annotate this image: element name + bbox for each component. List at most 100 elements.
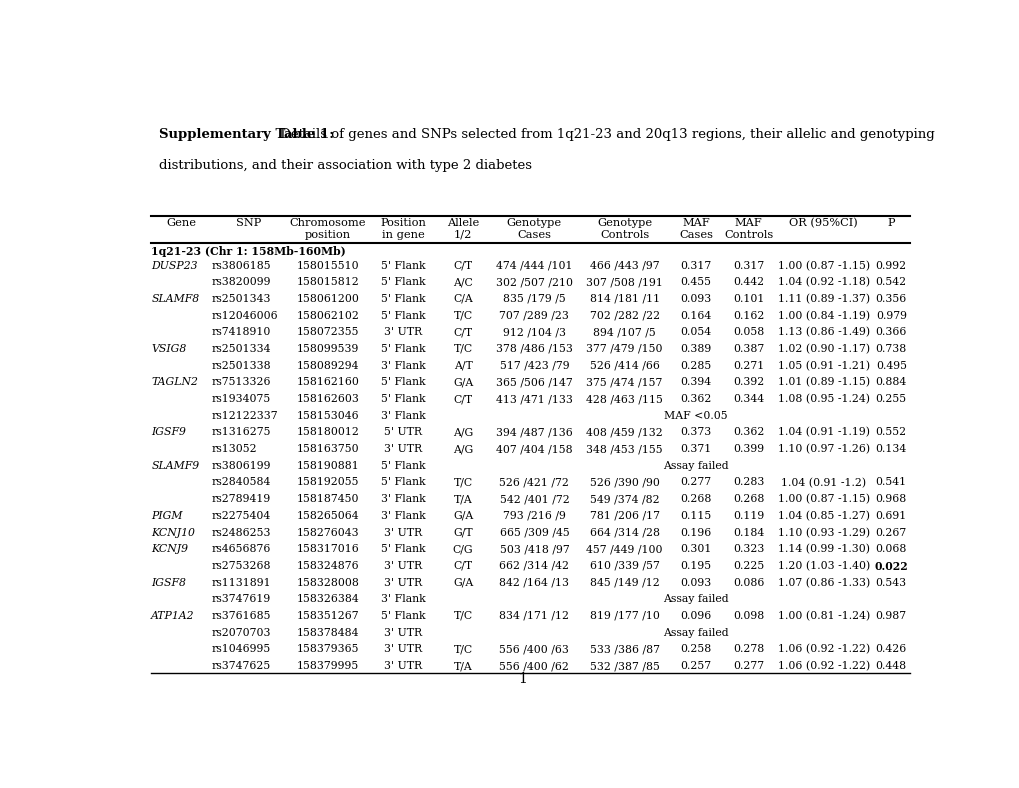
Text: T/A: T/A [453,661,472,671]
Text: 1.04 (0.85 -1.27): 1.04 (0.85 -1.27) [776,511,869,521]
Text: 5' Flank: 5' Flank [380,294,425,304]
Text: 1.11 (0.89 -1.37): 1.11 (0.89 -1.37) [776,294,869,304]
Text: 407 /404 /158: 407 /404 /158 [495,444,572,454]
Text: 0.543: 0.543 [875,578,906,588]
Text: 0.195: 0.195 [680,561,711,571]
Text: 845 /149 /12: 845 /149 /12 [589,578,659,588]
Text: TAGLN2: TAGLN2 [151,377,198,388]
Text: 3' UTR: 3' UTR [383,628,422,637]
Text: rs12046006: rs12046006 [211,310,277,321]
Text: 5' Flank: 5' Flank [380,261,425,270]
Text: 0.987: 0.987 [875,611,906,621]
Text: 1.00 (0.87 -1.15): 1.00 (0.87 -1.15) [776,261,869,271]
Text: 0.362: 0.362 [680,394,711,404]
Text: rs2501343: rs2501343 [211,294,271,304]
Text: 1.10 (0.97 -1.26): 1.10 (0.97 -1.26) [776,444,869,455]
Text: 5' Flank: 5' Flank [380,545,425,554]
Text: IGSF9: IGSF9 [151,427,185,437]
Text: 1.10 (0.93 -1.29): 1.10 (0.93 -1.29) [776,527,869,538]
Text: rs2486253: rs2486253 [211,527,271,537]
Text: 0.283: 0.283 [732,478,763,488]
Text: rs3806185: rs3806185 [211,261,271,270]
Text: C/T: C/T [453,561,472,571]
Text: 158379995: 158379995 [297,661,359,671]
Text: 1.06 (0.92 -1.22): 1.06 (0.92 -1.22) [776,661,869,671]
Text: 0.542: 0.542 [875,277,906,288]
Text: 413 /471 /133: 413 /471 /133 [495,394,573,404]
Text: 1.13 (0.86 -1.49): 1.13 (0.86 -1.49) [776,327,869,337]
Text: 0.738: 0.738 [875,344,906,354]
Text: Position
in gene: Position in gene [380,218,426,240]
Text: 158180012: 158180012 [297,427,359,437]
Text: 0.277: 0.277 [733,661,763,671]
Text: 5' UTR: 5' UTR [383,427,422,437]
Text: rs2789419: rs2789419 [211,494,270,504]
Text: 3' Flank: 3' Flank [380,411,425,421]
Text: 3' UTR: 3' UTR [383,661,422,671]
Text: 158015812: 158015812 [297,277,359,288]
Text: 0.448: 0.448 [875,661,906,671]
Text: 5' Flank: 5' Flank [380,461,425,470]
Text: SNP: SNP [236,218,261,229]
Text: 158072355: 158072355 [297,327,359,337]
Text: Allele
1/2: Allele 1/2 [446,218,479,240]
Text: 5' Flank: 5' Flank [380,611,425,621]
Text: T/C: T/C [453,645,472,654]
Text: rs1131891: rs1131891 [211,578,271,588]
Text: 0.098: 0.098 [733,611,763,621]
Text: 3' Flank: 3' Flank [380,511,425,521]
Text: 702 /282 /22: 702 /282 /22 [589,310,659,321]
Text: Assay failed: Assay failed [662,594,728,604]
Text: 158378484: 158378484 [297,628,359,637]
Text: T/C: T/C [453,344,472,354]
Text: rs7513326: rs7513326 [211,377,271,388]
Text: distributions, and their association with type 2 diabetes: distributions, and their association wit… [159,159,532,173]
Text: 158328008: 158328008 [297,578,359,588]
Text: 0.394: 0.394 [680,377,711,388]
Text: 158162603: 158162603 [297,394,359,404]
Text: 834 /171 /12: 834 /171 /12 [499,611,569,621]
Text: 1.00 (0.87 -1.15): 1.00 (0.87 -1.15) [776,494,869,504]
Text: 158061200: 158061200 [297,294,359,304]
Text: 0.344: 0.344 [733,394,763,404]
Text: 457 /449 /100: 457 /449 /100 [586,545,662,554]
Text: A/G: A/G [452,444,473,454]
Text: rs7418910: rs7418910 [211,327,270,337]
Text: 0.054: 0.054 [680,327,711,337]
Text: 5' Flank: 5' Flank [380,478,425,488]
Text: 532 /387 /85: 532 /387 /85 [589,661,659,671]
Text: 1.14 (0.99 -1.30): 1.14 (0.99 -1.30) [776,545,869,555]
Text: 3' Flank: 3' Flank [380,594,425,604]
Text: rs13052: rs13052 [211,444,257,454]
Text: 842 /164 /13: 842 /164 /13 [499,578,569,588]
Text: 1.00 (0.84 -1.19): 1.00 (0.84 -1.19) [776,310,869,321]
Text: 1q21-23 (Chr 1: 158Mb-160Mb): 1q21-23 (Chr 1: 158Mb-160Mb) [151,246,345,257]
Text: 0.093: 0.093 [680,578,711,588]
Text: rs2501338: rs2501338 [211,361,271,370]
Text: 302 /507 /210: 302 /507 /210 [495,277,573,288]
Text: 0.115: 0.115 [680,511,711,521]
Text: Genotype
Cases: Genotype Cases [506,218,561,240]
Text: 0.426: 0.426 [875,645,906,654]
Text: 0.086: 0.086 [732,578,763,588]
Text: 0.196: 0.196 [680,527,711,537]
Text: 0.317: 0.317 [733,261,763,270]
Text: C/T: C/T [453,394,472,404]
Text: rs2501334: rs2501334 [211,344,271,354]
Text: 0.277: 0.277 [680,478,711,488]
Text: T/C: T/C [453,611,472,621]
Text: rs1046995: rs1046995 [211,645,270,654]
Text: 3' UTR: 3' UTR [383,645,422,654]
Text: 610 /339 /57: 610 /339 /57 [589,561,659,571]
Text: 0.495: 0.495 [875,361,906,370]
Text: 0.255: 0.255 [875,394,906,404]
Text: T/C: T/C [453,310,472,321]
Text: 0.317: 0.317 [680,261,711,270]
Text: 1.07 (0.86 -1.33): 1.07 (0.86 -1.33) [776,578,869,588]
Text: 0.268: 0.268 [732,494,763,504]
Text: 0.119: 0.119 [733,511,763,521]
Text: 665 /309 /45: 665 /309 /45 [499,527,569,537]
Text: 3' UTR: 3' UTR [383,561,422,571]
Text: MAF
Controls: MAF Controls [723,218,772,240]
Text: 158190881: 158190881 [297,461,359,470]
